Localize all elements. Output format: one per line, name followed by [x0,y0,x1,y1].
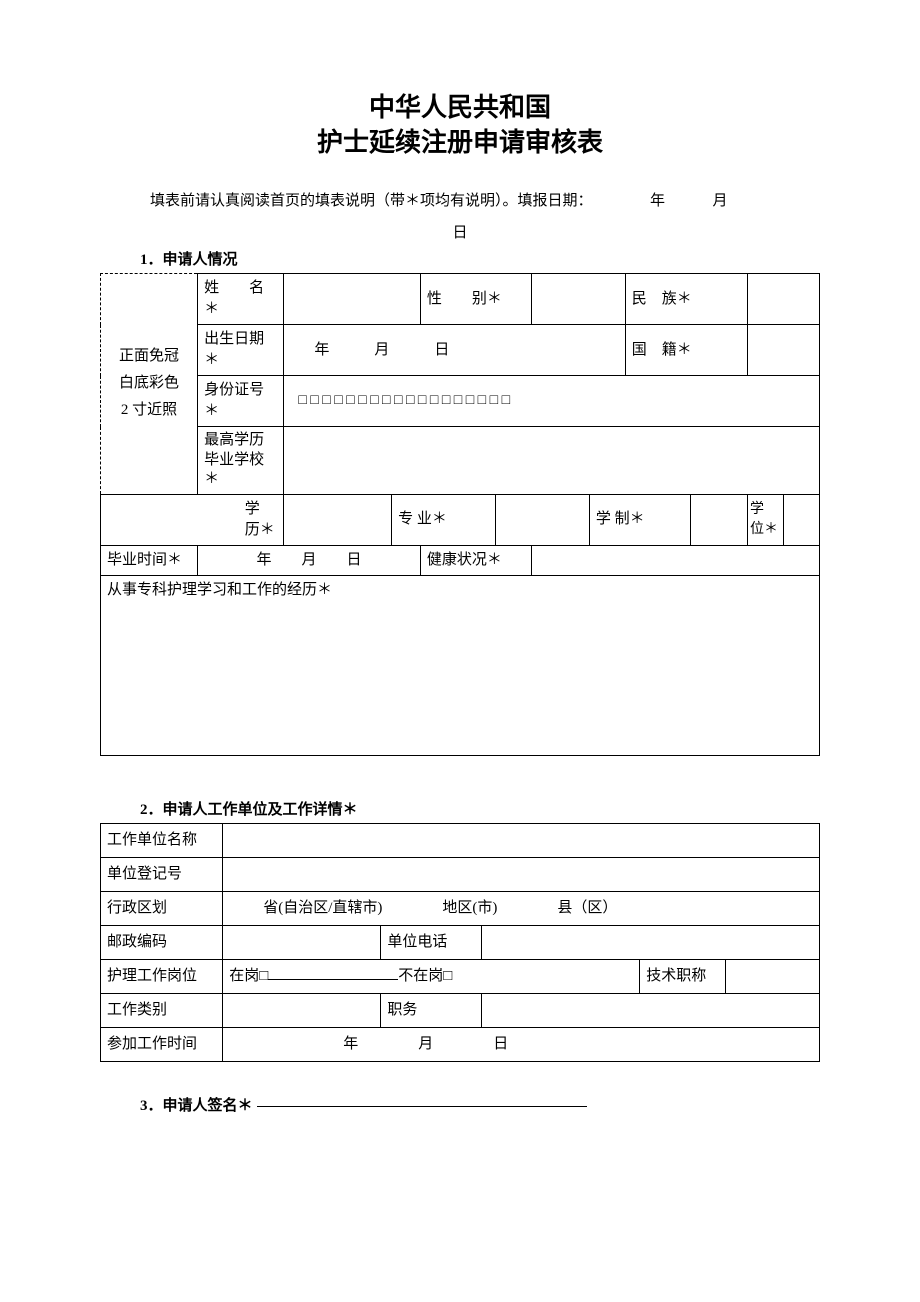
field-sex[interactable] [532,274,625,325]
label-major: 专 业＊ [392,494,496,545]
label-unit-name: 工作单位名称 [101,823,223,857]
signature-line[interactable] [257,1106,587,1107]
work-unit-table: 工作单位名称 单位登记号 行政区划 省(自治区/直辖市) 地区(市) 县（区） … [100,823,820,1062]
field-schooling[interactable] [690,494,748,545]
document-title: 中华人民共和国 护士延续注册申请审核表 [100,90,820,160]
label-education: 学 历＊ [101,494,284,545]
field-work-type[interactable] [223,993,381,1027]
field-unit-name[interactable] [223,823,820,857]
label-nursing-post: 护理工作岗位 [101,959,223,993]
field-degree[interactable] [783,494,819,545]
label-schooling: 学 制＊ [589,494,690,545]
document-page: 中华人民共和国 护士延续注册申请审核表 填表前请认真阅读首页的填表说明（带＊项均… [0,0,920,1179]
title-line-2: 护士延续注册申请审核表 [100,125,820,160]
label-highest-school: 最高学历毕业学校＊ [198,427,284,495]
label-unit-reg: 单位登记号 [101,857,223,891]
field-highest-school[interactable] [284,427,820,495]
field-major[interactable] [496,494,589,545]
field-birth[interactable]: 年 月 日 [284,325,625,376]
field-join-time[interactable]: 年 月 日 [223,1027,820,1061]
label-join-time: 参加工作时间 [101,1027,223,1061]
field-unit-reg[interactable] [223,857,820,891]
field-ethnic[interactable] [748,274,820,325]
label-unit-tel: 单位电话 [381,925,482,959]
label-admin-div: 行政区划 [101,891,223,925]
field-idno[interactable]: □□□□□□□□□□□□□□□□□□ [284,376,820,427]
label-work-type: 工作类别 [101,993,223,1027]
label-ethnic: 民 族＊ [625,274,747,325]
label-grad-time: 毕业时间＊ [101,545,198,575]
field-tech-title[interactable] [726,959,820,993]
label-degree: 学 位＊ [748,494,784,545]
instruction-line: 填表前请认真阅读首页的填表说明（带＊项均有说明）。填报日期： 年 月 [150,188,820,215]
field-experience[interactable]: 从事专科护理学习和工作的经历＊ [101,575,820,755]
field-grad-time[interactable]: 年 月 日 [198,545,421,575]
field-admin-div[interactable]: 省(自治区/直辖市) 地区(市) 县（区） [223,891,820,925]
applicant-info-table: 正面免冠白底彩色2 寸近照 姓 名＊ 性 别＊ 民 族＊ 出生日期＊ 年 月 日… [100,273,820,756]
label-duty: 职务 [381,993,482,1027]
field-nationality[interactable] [748,325,820,376]
section2-heading: 2．申请人工作单位及工作详情＊ [140,798,820,819]
label-nationality: 国 籍＊ [625,325,747,376]
label-idno: 身份证号＊ [198,376,284,427]
label-tech-title: 技术职称 [640,959,726,993]
title-line-1: 中华人民共和国 [100,90,820,125]
label-sex: 性 别＊ [420,274,531,325]
label-birth: 出生日期＊ [198,325,284,376]
field-education[interactable] [284,494,392,545]
section3-heading: 3．申请人签名＊ [140,1094,820,1115]
label-health: 健康状况＊ [420,545,531,575]
field-health[interactable] [532,545,820,575]
field-duty[interactable] [482,993,820,1027]
field-postcode[interactable] [223,925,381,959]
field-nursing-post[interactable]: 在岗□不在岗□ [223,959,640,993]
field-unit-tel[interactable] [482,925,820,959]
section1-heading: 1．申请人情况 [140,248,820,269]
label-name: 姓 名＊ [198,274,284,325]
field-name[interactable] [284,274,421,325]
instruction-day: 日 [100,221,820,242]
label-postcode: 邮政编码 [101,925,223,959]
photo-placeholder: 正面免冠白底彩色2 寸近照 [101,274,198,495]
